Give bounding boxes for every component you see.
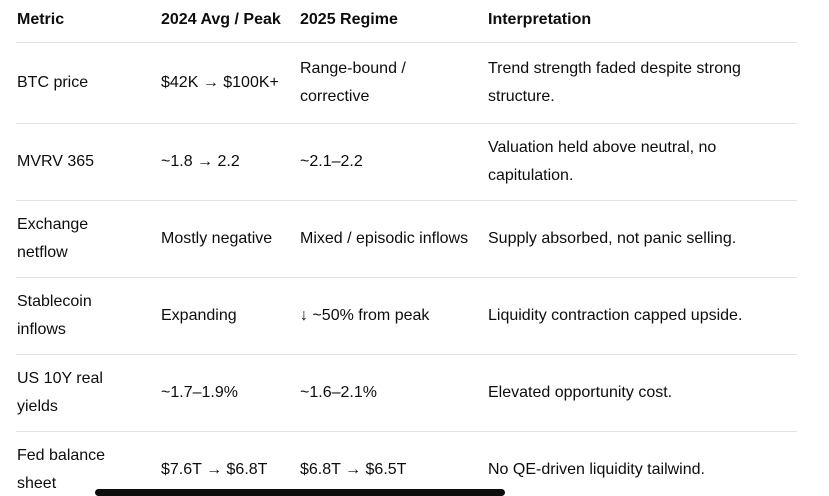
- table-row-stablecoin-inflows: Stablecoin inflows Expanding ↓ ~50% from…: [16, 277, 797, 355]
- column-header-metric: Metric: [17, 11, 65, 28]
- column-header-interpretation: Interpretation: [488, 11, 592, 28]
- header-row: Metric 2024 Avg / Peak 2025 Regime Inter…: [16, 0, 797, 43]
- cell-regime: Mixed / episodic inflows: [299, 200, 487, 278]
- column-header-2025-regime: 2025 Regime: [300, 11, 398, 28]
- table-row-mvrv-365: MVRV 365 ~1.8 → 2.2 ~2.1–2.2 Valuation h…: [16, 123, 797, 201]
- cell-interpretation: Elevated opportunity cost.: [487, 354, 797, 432]
- cell-interpretation: Liquidity contraction capped upside.: [487, 277, 797, 355]
- cell-avg-peak: Expanding: [160, 277, 299, 355]
- table-row-us-10y-real-yields: US 10Y real yields ~1.7–1.9% ~1.6–2.1% E…: [16, 354, 797, 432]
- cell-metric: Stablecoin inflows: [16, 277, 160, 355]
- table-body: BTC price $42K → $100K+ Range-bound / co…: [16, 42, 797, 496]
- cell-regime: ~2.1–2.2: [299, 123, 487, 201]
- table-row-btc-price: BTC price $42K → $100K+ Range-bound / co…: [16, 42, 797, 124]
- cell-interpretation: No QE-driven liquidity tailwind.: [487, 431, 797, 496]
- cell-avg-peak: Mostly negative: [160, 200, 299, 278]
- cell-regime: Range-bound / corrective: [299, 42, 487, 124]
- table-row-fed-balance-sheet: Fed balance sheet $7.6T → $6.8T $6.8T → …: [16, 431, 797, 496]
- cell-metric: Fed balance sheet: [16, 431, 160, 496]
- cell-avg-peak: $42K → $100K+: [160, 42, 299, 124]
- cell-metric: BTC price: [16, 42, 160, 124]
- table-header: Metric 2024 Avg / Peak 2025 Regime Inter…: [16, 0, 797, 43]
- horizontal-scrollbar-thumb[interactable]: [95, 489, 505, 496]
- cell-metric: MVRV 365: [16, 123, 160, 201]
- cell-interpretation: Trend strength faded despite strong stru…: [487, 42, 797, 124]
- cell-avg-peak: ~1.7–1.9%: [160, 354, 299, 432]
- cell-interpretation: Valuation held above neutral, no capitul…: [487, 123, 797, 201]
- cell-regime: $6.8T → $6.5T: [299, 431, 487, 496]
- metrics-comparison-table: Metric 2024 Avg / Peak 2025 Regime Inter…: [16, 0, 797, 496]
- cell-regime: ~1.6–2.1%: [299, 354, 487, 432]
- cell-metric: Exchange netflow: [16, 200, 160, 278]
- cell-regime: ↓ ~50% from peak: [299, 277, 487, 355]
- column-header-2024-avg-peak: 2024 Avg / Peak: [161, 11, 281, 28]
- cell-interpretation: Supply absorbed, not panic selling.: [487, 200, 797, 278]
- cell-avg-peak: $7.6T → $6.8T: [160, 431, 299, 496]
- cell-metric: US 10Y real yields: [16, 354, 160, 432]
- table-row-exchange-netflow: Exchange netflow Mostly negative Mixed /…: [16, 200, 797, 278]
- cell-avg-peak: ~1.8 → 2.2: [160, 123, 299, 201]
